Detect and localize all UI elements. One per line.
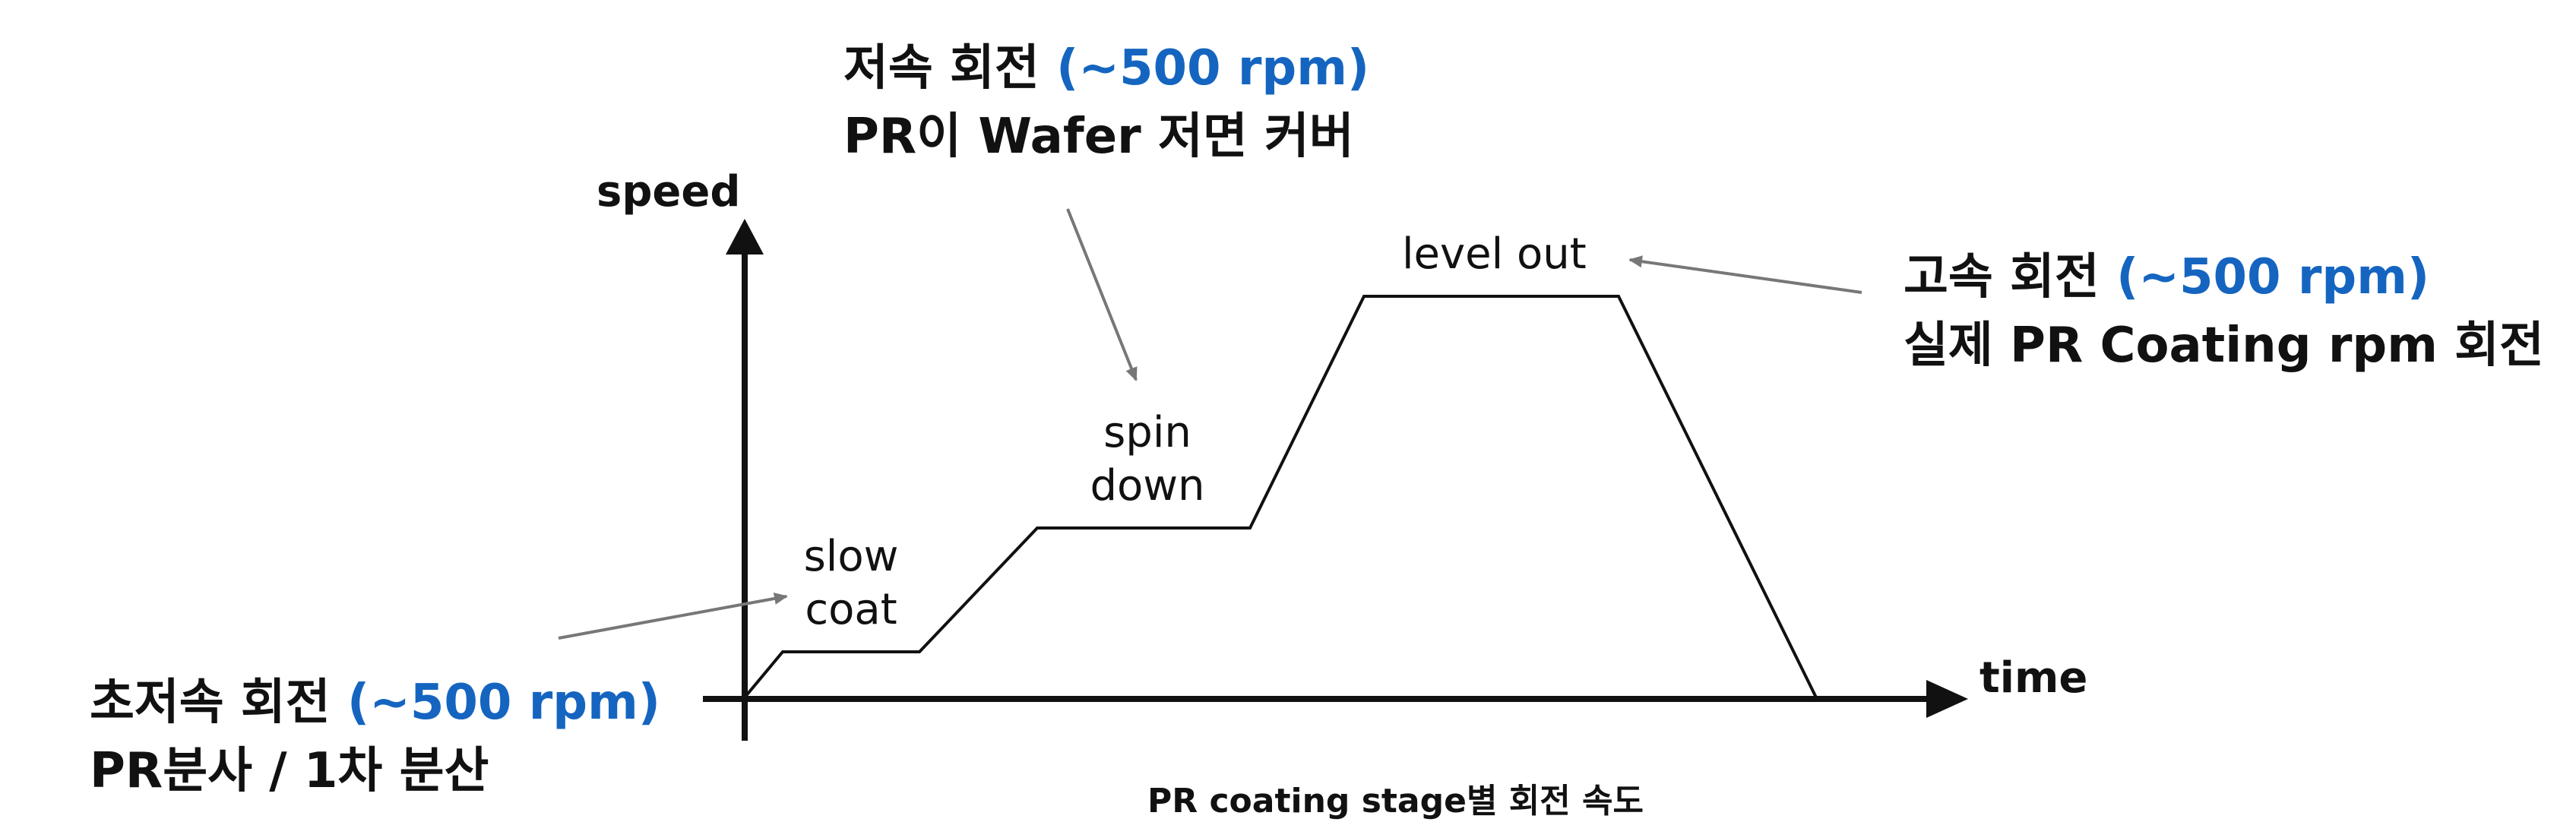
speed-profile-line [743, 295, 1818, 699]
annotation-low-speed: 저속 회전 (~500 rpm) PR이 Wafer 저면 커버 [843, 34, 1369, 171]
stage-label-spin-down-line1: spin [1103, 408, 1191, 457]
y-axis-label: speed [597, 167, 741, 217]
annotation-ultra-low-speed: 초저속 회전 (~500 rpm) PR분사 / 1차 분산 [90, 669, 660, 805]
stage-label-spin-down: spin down [1087, 406, 1208, 513]
arrow-to-spin-down [1066, 208, 1138, 381]
stage-label-spin-down-line2: down [1090, 461, 1205, 511]
y-axis-arrowhead [726, 219, 764, 255]
annotation-ultra-low-speed-line1: 초저속 회전 (~500 rpm) [90, 675, 661, 731]
annotation-high-speed-line1: 고속 회전 (~500 rpm) [1904, 249, 2430, 305]
stage-label-slow-coat-line2: coat [805, 585, 897, 634]
annotation-high-speed-line2: 실제 PR Coating rpm 회전 [1904, 318, 2544, 374]
x-axis-label: time [1979, 653, 2088, 703]
arrow-to-slow-coat [558, 593, 788, 640]
stage-label-level-out: level out [1402, 229, 1587, 279]
annotation-low-speed-line2: PR이 Wafer 저면 커버 [843, 109, 1354, 165]
annotation-high-speed: 고속 회전 (~500 rpm) 실제 PR Coating rpm 회전 [1904, 243, 2544, 380]
annotation-ultra-low-speed-line2: PR분사 / 1차 분산 [90, 743, 489, 799]
annotation-low-speed-line1: 저속 회전 (~500 rpm) [843, 40, 1370, 96]
stage-label-slow-coat-line1: slow [803, 532, 899, 581]
diagram-caption: PR coating stage별 회전 속도 [1147, 782, 1644, 820]
arrow-to-level-out [1628, 255, 1862, 294]
stage-label-slow-coat: slow coat [794, 530, 908, 637]
x-axis-arrowhead [1926, 680, 1968, 718]
